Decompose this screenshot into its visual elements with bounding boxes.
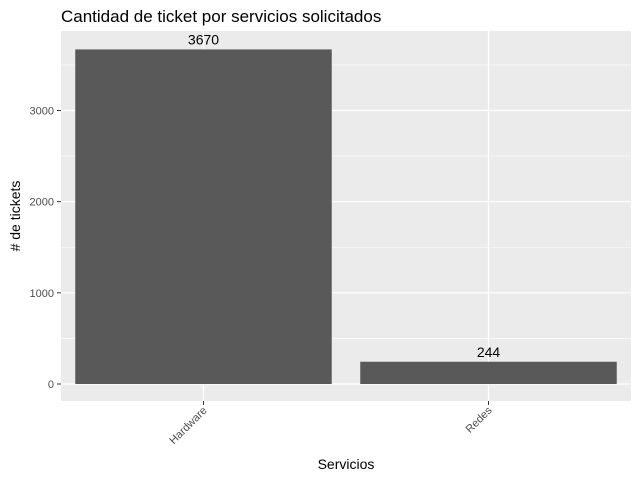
- y-tick-label: 0: [48, 379, 54, 391]
- y-axis-title: # de tickets: [7, 181, 23, 252]
- y-tick-label: 1000: [30, 288, 54, 300]
- chart-title: Cantidad de ticket por servicios solicit…: [61, 7, 381, 26]
- data-label-redes: 244: [477, 344, 501, 360]
- data-labels-group: 3670 244: [188, 31, 500, 359]
- y-tick-label: 3000: [30, 106, 54, 118]
- data-label-hardware: 3670: [188, 31, 219, 47]
- bars-group: [75, 49, 617, 384]
- bar-redes: [360, 361, 617, 384]
- y-axis: 0 1000 2000 3000: [30, 106, 61, 391]
- y-tick-label: 2000: [30, 197, 54, 209]
- x-tick-label-hardware: Hardware: [167, 405, 209, 447]
- x-axis: Hardware Redes: [167, 401, 495, 447]
- x-axis-title: Servicios: [318, 456, 375, 472]
- x-tick-label-redes: Redes: [464, 404, 495, 435]
- bar-hardware: [75, 49, 332, 384]
